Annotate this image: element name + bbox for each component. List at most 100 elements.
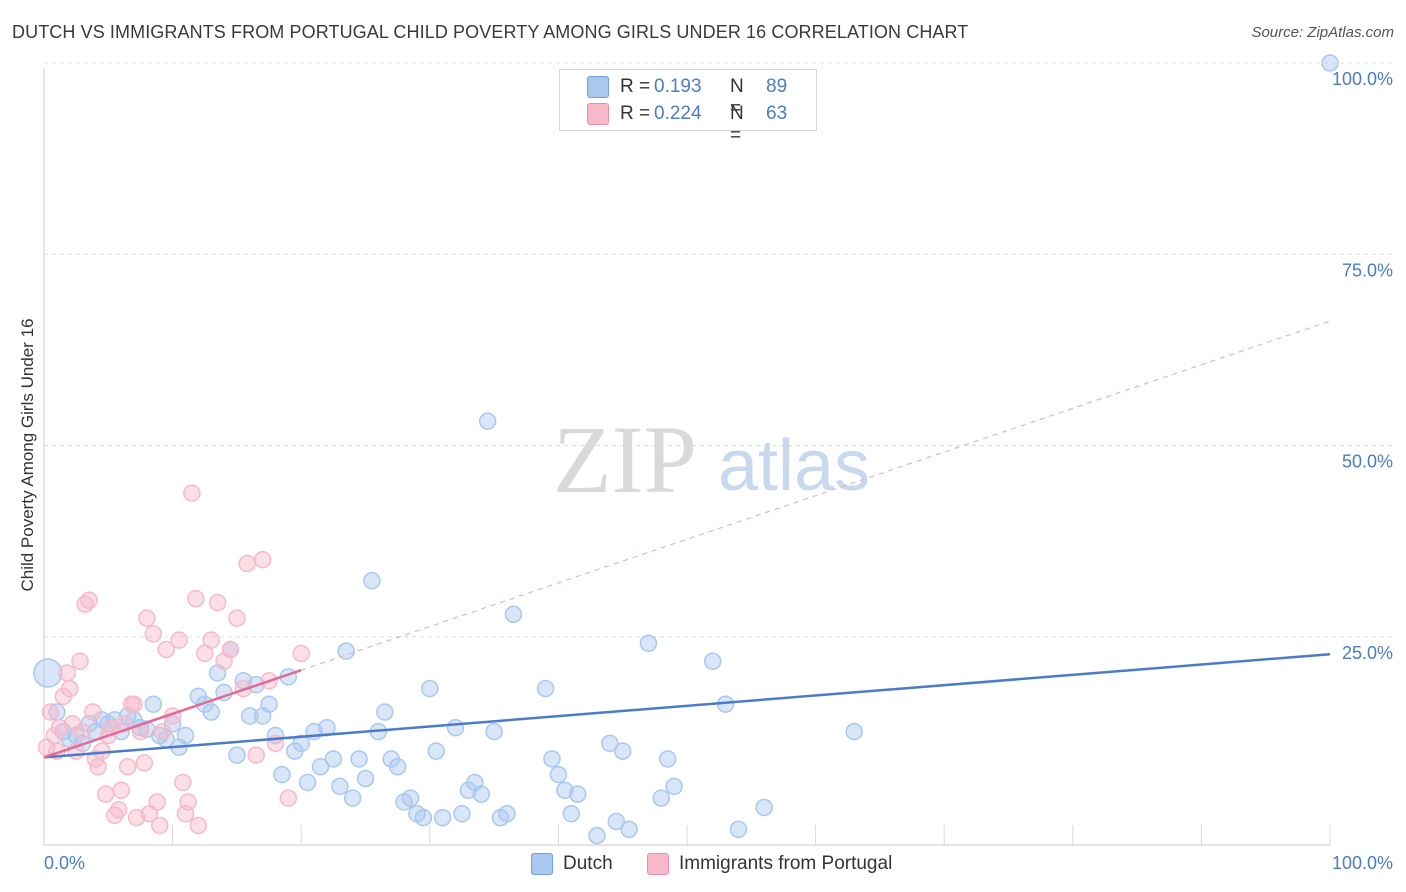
portugal-point — [148, 793, 166, 811]
tick-labels: 25.0% 50.0% 75.0% 100.0% 0.0% 100.0% — [44, 69, 1393, 873]
dutch-point — [607, 812, 626, 831]
portugal-point — [228, 609, 246, 627]
portugal-point — [112, 781, 130, 800]
portugal-point — [96, 785, 115, 803]
dutch-point — [350, 750, 368, 768]
dutch-swatch — [587, 76, 609, 98]
portugal-swatch — [587, 103, 609, 125]
gridlines — [44, 62, 1395, 845]
watermark: ZIP atlas — [553, 406, 870, 513]
data-points — [33, 54, 1339, 845]
dutch-point — [311, 758, 330, 776]
portugal-point — [247, 746, 265, 764]
portugal-point — [73, 722, 92, 741]
portugal-point — [135, 754, 154, 772]
dutch-point — [414, 808, 433, 827]
dutch-point — [536, 679, 555, 698]
watermark-zip: ZIP — [553, 406, 697, 513]
series-legend: Dutch Immigrants from Portugal — [0, 852, 1406, 878]
dutch-point — [755, 798, 773, 817]
dutch-legend-label: Dutch — [563, 853, 613, 874]
dutch-point — [33, 658, 63, 688]
portugal-point — [153, 722, 172, 741]
dutch-point — [376, 703, 394, 721]
portugal-point — [170, 631, 188, 649]
portugal-point — [150, 816, 169, 835]
dutch-point — [729, 820, 748, 839]
dutch-point — [331, 777, 349, 796]
dutch-point — [427, 742, 445, 760]
dutch-point — [324, 750, 343, 768]
portugal-point — [58, 664, 76, 682]
dutch-point — [446, 718, 465, 737]
dutch-legend-swatch — [531, 853, 553, 875]
portugal-point — [183, 484, 201, 502]
trend-lines — [43, 320, 1331, 759]
portugal-point — [144, 625, 163, 643]
dutch-point — [176, 726, 195, 745]
y-tick-label: 75.0% — [1342, 260, 1393, 280]
stats-legend: R = 0.193 N = 89 R = 0.224 N = 63 — [559, 69, 817, 146]
dutch-point — [421, 679, 439, 698]
dutch-point — [401, 789, 420, 807]
r-value: 0.193 — [654, 76, 702, 97]
portugal-point — [189, 816, 208, 835]
dutch-point — [298, 773, 317, 792]
dutch-point — [388, 758, 407, 776]
n-value: 63 — [766, 103, 788, 124]
portugal-point — [41, 703, 60, 721]
dutch-point — [228, 746, 246, 764]
chart-title: DUTCH VS IMMIGRANTS FROM PORTUGAL CHILD … — [12, 22, 969, 42]
portugal-point — [186, 589, 205, 608]
portugal-point — [221, 640, 240, 659]
r-label: R = — [620, 76, 651, 97]
x-tick-label: 100.0% — [1332, 853, 1393, 873]
portugal-point — [238, 554, 256, 573]
portugal-point — [279, 789, 298, 807]
y-tick-label: 100.0% — [1332, 69, 1393, 89]
n-label: N = — [730, 103, 744, 146]
dutch-point — [292, 734, 310, 753]
watermark-atlas: atlas — [718, 426, 870, 506]
dutch-point — [613, 742, 632, 760]
dutch-point — [568, 785, 587, 803]
r-value: 0.224 — [654, 103, 702, 124]
portugal-point — [109, 801, 128, 819]
portugal-point — [208, 593, 227, 612]
portugal-point — [80, 591, 98, 609]
portugal-legend-label: Immigrants from Portugal — [679, 853, 893, 874]
r-label: R = — [620, 103, 651, 124]
n-value: 89 — [766, 76, 788, 97]
portugal-point — [118, 758, 137, 776]
portugal-point — [89, 758, 107, 776]
dutch-point — [363, 571, 381, 590]
portugal-point — [202, 631, 220, 649]
dutch-point — [665, 777, 683, 796]
portugal-point — [71, 652, 89, 670]
dutch-point — [504, 605, 523, 624]
dutch-point — [478, 412, 497, 430]
dutch-point — [472, 785, 490, 803]
dutch-point — [639, 634, 658, 652]
dutch-point — [202, 703, 220, 721]
portugal-point — [292, 644, 310, 663]
portugal-point — [50, 718, 69, 737]
dutch-point — [260, 695, 278, 713]
dutch-point — [620, 820, 638, 839]
dutch-point — [543, 750, 561, 768]
y-tick-label: 25.0% — [1342, 643, 1393, 663]
portugal-point — [127, 808, 146, 827]
dutch-point — [845, 722, 863, 741]
portugal-point — [138, 609, 156, 627]
dutch-point — [337, 642, 355, 660]
dutch-point — [453, 804, 471, 823]
source-label: Source: ZipAtlas.com — [1251, 24, 1394, 41]
dutch-point — [485, 722, 503, 741]
portugal-point — [125, 695, 143, 713]
portugal-legend-swatch — [647, 853, 669, 875]
portugal-point — [179, 793, 197, 811]
portugal-trend-line-solid — [43, 668, 302, 759]
x-tick-label: 0.0% — [44, 853, 85, 873]
dutch-point — [703, 652, 722, 670]
